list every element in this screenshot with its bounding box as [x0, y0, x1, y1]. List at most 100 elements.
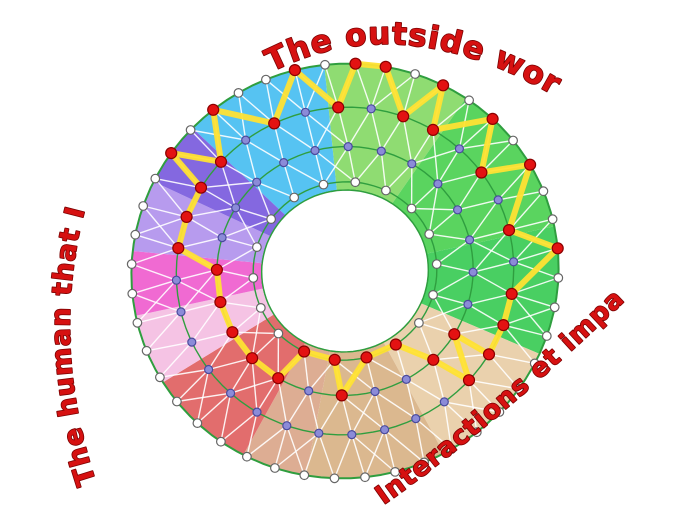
outer-ring-node[interactable]	[126, 259, 137, 270]
outer-ring-node[interactable]	[233, 87, 244, 98]
selected-node[interactable]	[288, 63, 301, 77]
outer-ring-node[interactable]	[185, 125, 196, 135]
second-ring-node[interactable]	[226, 388, 236, 398]
selected-node[interactable]	[268, 117, 281, 130]
inner-ring-node[interactable]	[273, 328, 284, 339]
outer-ring-node[interactable]	[215, 436, 226, 447]
selected-node[interactable]	[226, 326, 239, 339]
third-ring-node[interactable]	[370, 386, 380, 397]
selected-node[interactable]	[298, 345, 311, 358]
third-ring-node[interactable]	[468, 267, 478, 277]
third-ring-node[interactable]	[401, 374, 411, 384]
selected-node[interactable]	[448, 328, 461, 341]
third-ring-node[interactable]	[304, 386, 314, 396]
outer-ring-node[interactable]	[192, 418, 203, 429]
third-ring-node[interactable]	[376, 146, 386, 156]
selected-node[interactable]	[379, 60, 392, 73]
outer-ring-node[interactable]	[529, 358, 540, 369]
selected-node[interactable]	[210, 263, 223, 276]
second-ring-node[interactable]	[347, 430, 357, 440]
second-ring-node[interactable]	[187, 337, 197, 347]
selected-node[interactable]	[207, 103, 220, 116]
outer-ring-node[interactable]	[390, 467, 401, 477]
inner-ring-node[interactable]	[406, 203, 417, 214]
outer-ring-node[interactable]	[549, 302, 560, 313]
second-ring-node[interactable]	[241, 135, 251, 145]
second-ring-node[interactable]	[454, 144, 464, 154]
outer-ring-node[interactable]	[141, 345, 152, 356]
selected-node[interactable]	[462, 374, 476, 387]
outer-ring-node[interactable]	[513, 384, 524, 394]
sector-magenta[interactable]	[131, 251, 264, 316]
second-ring-node[interactable]	[493, 195, 503, 205]
outer-ring-node[interactable]	[132, 317, 143, 328]
selected-node[interactable]	[502, 224, 516, 237]
outer-ring-node[interactable]	[464, 95, 475, 106]
outer-ring-node[interactable]	[360, 472, 370, 483]
selected-node[interactable]	[332, 101, 345, 114]
third-ring-node[interactable]	[407, 159, 417, 169]
selected-node[interactable]	[482, 348, 496, 361]
third-ring-node[interactable]	[453, 205, 463, 215]
inner-ring-node[interactable]	[414, 318, 424, 328]
inner-ring-node[interactable]	[248, 273, 259, 283]
selected-node[interactable]	[475, 166, 488, 179]
outer-ring-node[interactable]	[494, 407, 505, 417]
outer-ring-node[interactable]	[270, 463, 280, 473]
selected-node[interactable]	[426, 123, 440, 136]
inner-ring-node[interactable]	[350, 177, 361, 188]
outer-ring-node[interactable]	[329, 473, 340, 484]
outer-ring-node[interactable]	[241, 451, 252, 462]
inner-ring-node[interactable]	[266, 214, 277, 225]
third-ring-node[interactable]	[465, 235, 475, 245]
selected-node[interactable]	[389, 338, 402, 351]
second-ring-node[interactable]	[282, 421, 292, 431]
outer-ring-node[interactable]	[299, 470, 310, 481]
third-ring-node[interactable]	[310, 145, 320, 156]
second-ring-node[interactable]	[411, 414, 421, 424]
inner-ring-node[interactable]	[424, 229, 435, 240]
second-ring-node[interactable]	[508, 257, 519, 267]
second-ring-node[interactable]	[171, 275, 181, 285]
outer-ring-node[interactable]	[171, 396, 182, 407]
outer-ring-node[interactable]	[538, 186, 549, 197]
outer-ring-node[interactable]	[138, 201, 149, 211]
outer-ring-node[interactable]	[508, 135, 518, 146]
selected-node[interactable]	[486, 112, 499, 126]
outer-ring-node[interactable]	[150, 173, 161, 184]
inner-ring-node[interactable]	[381, 185, 391, 196]
third-ring-node[interactable]	[463, 299, 473, 309]
outer-ring-node[interactable]	[127, 288, 138, 299]
second-ring-node[interactable]	[300, 107, 310, 117]
sector-lavender[interactable]	[132, 181, 271, 264]
outer-ring-node[interactable]	[320, 59, 330, 70]
second-ring-node[interactable]	[204, 364, 214, 375]
outer-ring-node[interactable]	[130, 229, 141, 240]
selected-node[interactable]	[180, 210, 193, 223]
outer-ring-node[interactable]	[541, 331, 552, 341]
selected-node[interactable]	[194, 181, 208, 194]
selected-node[interactable]	[497, 319, 510, 332]
outer-ring-node[interactable]	[154, 372, 165, 383]
inner-ring-node[interactable]	[431, 259, 442, 270]
selected-node[interactable]	[551, 242, 564, 255]
outer-ring-node[interactable]	[419, 457, 430, 468]
sector-pink-light[interactable]	[135, 288, 274, 383]
outer-ring-node[interactable]	[471, 427, 482, 438]
selected-node[interactable]	[272, 372, 285, 385]
third-ring-node[interactable]	[279, 158, 289, 168]
second-ring-node[interactable]	[439, 397, 449, 407]
selected-node[interactable]	[427, 353, 440, 366]
inner-ring-node[interactable]	[251, 242, 262, 253]
selected-node[interactable]	[437, 79, 450, 92]
second-ring-node[interactable]	[314, 428, 324, 438]
selected-node[interactable]	[360, 351, 373, 364]
outer-ring-node[interactable]	[261, 74, 271, 85]
inner-ring-node[interactable]	[255, 303, 266, 313]
outer-ring-node[interactable]	[547, 214, 558, 225]
outer-ring-node[interactable]	[553, 273, 564, 283]
selected-node[interactable]	[172, 242, 185, 255]
inner-ring-node[interactable]	[289, 192, 300, 203]
selected-node[interactable]	[335, 389, 348, 402]
outer-ring-node[interactable]	[410, 69, 421, 79]
